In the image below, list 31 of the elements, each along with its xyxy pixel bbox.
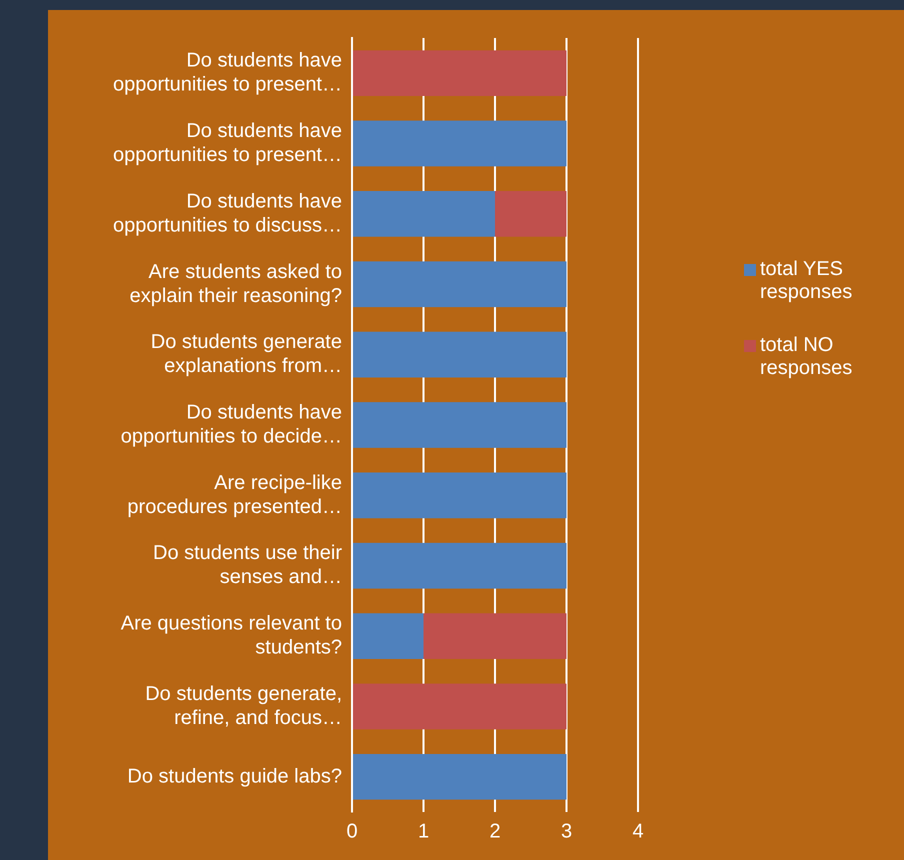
bar [353, 613, 424, 659]
y-tick-label: Do students have opportunities to decide… [120, 402, 342, 448]
bar [353, 50, 566, 96]
bar [495, 191, 566, 237]
legend-label: total YES responses [760, 258, 854, 304]
y-tick-label: Do students generate explanations from… [150, 331, 342, 378]
y-tick-label: Do students have opportunities to discuss… [112, 190, 342, 236]
x-tick-label: 1 [418, 820, 430, 843]
x-tick-label: 0 [346, 820, 358, 843]
y-tick-label: Do students have opportunities to present… [112, 50, 342, 96]
y-tick-label: Are recipe-like procedures presented… [127, 472, 342, 518]
y-tick-label: Do students use their senses and… [153, 542, 342, 588]
bar [353, 402, 566, 448]
bar [353, 191, 495, 237]
x-tick-label: 4 [632, 820, 644, 843]
bar [353, 261, 566, 308]
bar [353, 542, 566, 589]
bar [424, 613, 566, 659]
bar [353, 684, 566, 730]
y-tick-label: Are questions relevant to students? [120, 612, 342, 659]
x-tick-label: 2 [489, 820, 501, 843]
x-tick-label: 3 [560, 820, 572, 843]
bar [353, 472, 566, 518]
bar [353, 754, 566, 800]
bar [353, 332, 566, 378]
legend-label: total NO responses [760, 334, 854, 380]
y-tick-label: Do students generate, refine, and focus… [145, 682, 342, 729]
y-tick-label: Are students asked to explain their reasoning? [130, 260, 342, 307]
bar [353, 120, 566, 166]
y-tick-label: Do students guide labs? [127, 765, 342, 788]
y-tick-label: Do students have opportunities to present… [112, 120, 342, 166]
